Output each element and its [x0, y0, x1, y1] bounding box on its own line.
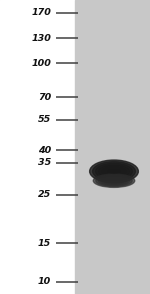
Ellipse shape: [95, 163, 133, 179]
Text: 10: 10: [38, 277, 51, 286]
Text: 25: 25: [38, 190, 51, 199]
Ellipse shape: [103, 178, 125, 183]
Ellipse shape: [90, 160, 138, 183]
Text: 35: 35: [38, 158, 51, 167]
Bar: [75, 0, 150, 294]
Text: 15: 15: [38, 239, 51, 248]
Ellipse shape: [101, 166, 127, 176]
Ellipse shape: [93, 174, 135, 187]
Ellipse shape: [101, 177, 127, 185]
Ellipse shape: [93, 162, 135, 181]
Text: 70: 70: [38, 93, 51, 101]
Text: 130: 130: [31, 34, 51, 43]
Ellipse shape: [98, 165, 130, 178]
Ellipse shape: [108, 170, 120, 173]
Ellipse shape: [98, 176, 130, 186]
Ellipse shape: [109, 180, 119, 182]
Text: 55: 55: [38, 116, 51, 124]
Text: 100: 100: [31, 59, 51, 68]
Bar: [0, 0, 75, 294]
Ellipse shape: [104, 168, 124, 175]
Ellipse shape: [106, 179, 122, 183]
Text: 170: 170: [31, 8, 51, 17]
Text: 40: 40: [38, 146, 51, 155]
Ellipse shape: [96, 175, 132, 186]
